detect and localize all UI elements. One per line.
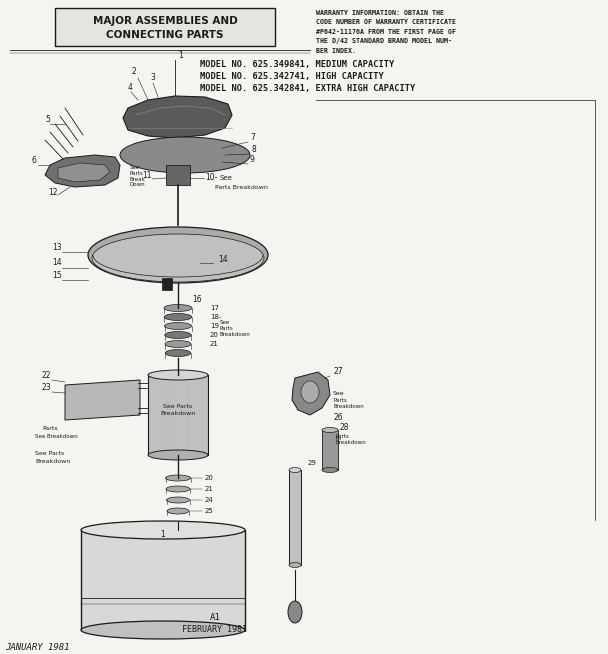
Ellipse shape: [166, 486, 190, 492]
Text: CONNECTING PARTS: CONNECTING PARTS: [106, 30, 224, 40]
Polygon shape: [58, 163, 110, 182]
Text: 14: 14: [218, 255, 227, 264]
Text: See Parts: See Parts: [35, 451, 64, 456]
Text: 20: 20: [205, 475, 214, 481]
Text: Breakdown: Breakdown: [35, 459, 71, 464]
Ellipse shape: [288, 601, 302, 623]
Text: #P642-11176A FROM THE FIRST PAGE OF: #P642-11176A FROM THE FIRST PAGE OF: [316, 29, 456, 35]
Text: THE D/42 STANDARD BRAND MODEL NUM-: THE D/42 STANDARD BRAND MODEL NUM-: [316, 39, 452, 44]
Text: BER INDEX.: BER INDEX.: [316, 48, 356, 54]
Ellipse shape: [322, 468, 338, 472]
Text: 11: 11: [142, 171, 151, 180]
Text: A1: A1: [210, 613, 220, 622]
Text: 21: 21: [205, 486, 214, 492]
Text: 16: 16: [192, 295, 202, 304]
Ellipse shape: [165, 349, 191, 356]
Text: 23: 23: [42, 383, 52, 392]
Text: Parts
Breakdown: Parts Breakdown: [335, 434, 366, 445]
Text: 17: 17: [210, 305, 219, 311]
Text: 22: 22: [42, 371, 52, 380]
Text: See
Parts
Break
Down: See Parts Break Down: [130, 165, 146, 188]
Bar: [55, 8, 275, 46]
Bar: [81, 530, 245, 630]
Ellipse shape: [92, 234, 264, 282]
Text: 21: 21: [210, 341, 219, 347]
Text: 4: 4: [128, 83, 133, 92]
Text: 9: 9: [250, 155, 255, 164]
Ellipse shape: [164, 305, 192, 311]
Ellipse shape: [165, 322, 192, 330]
Ellipse shape: [165, 341, 191, 347]
Ellipse shape: [167, 497, 190, 503]
Ellipse shape: [81, 621, 245, 639]
Text: 26: 26: [333, 413, 343, 422]
Ellipse shape: [301, 381, 319, 403]
Text: 15: 15: [52, 271, 61, 280]
Text: See Parts
Breakdown: See Parts Breakdown: [161, 404, 196, 415]
Bar: [322, 430, 338, 470]
Text: MODEL NO. 625.342841, EXTRA HIGH CAPACITY: MODEL NO. 625.342841, EXTRA HIGH CAPACIT…: [200, 84, 415, 93]
Polygon shape: [123, 96, 232, 138]
Ellipse shape: [165, 332, 192, 339]
Text: 25: 25: [205, 508, 214, 514]
Text: 5: 5: [45, 115, 50, 124]
Text: Parts Breakdown: Parts Breakdown: [215, 185, 268, 190]
Text: 24: 24: [205, 497, 214, 503]
Ellipse shape: [167, 508, 189, 514]
Text: CODE NUMBER OF WARRANTY CERTIFICATE: CODE NUMBER OF WARRANTY CERTIFICATE: [316, 20, 456, 26]
Text: 1: 1: [161, 530, 165, 539]
Bar: [289, 470, 301, 565]
Ellipse shape: [88, 227, 268, 283]
Text: MODEL NO. 625.342741, HIGH CAPACITY: MODEL NO. 625.342741, HIGH CAPACITY: [200, 72, 384, 81]
Text: Fo: Fo: [335, 436, 341, 441]
Text: 28: 28: [340, 423, 350, 432]
Text: See: See: [333, 391, 345, 396]
Text: 20: 20: [210, 332, 219, 338]
Ellipse shape: [148, 450, 208, 460]
Ellipse shape: [120, 137, 250, 173]
Ellipse shape: [164, 313, 192, 320]
Polygon shape: [45, 155, 120, 187]
Text: Parts
Breakdown: Parts Breakdown: [333, 398, 364, 409]
Text: 10-: 10-: [205, 173, 218, 182]
Text: 8: 8: [252, 145, 257, 154]
Text: 7: 7: [250, 133, 255, 142]
Bar: [162, 278, 172, 290]
Ellipse shape: [148, 370, 208, 380]
Ellipse shape: [322, 428, 338, 432]
Text: 27: 27: [333, 367, 343, 376]
Ellipse shape: [289, 468, 301, 472]
Text: 14: 14: [52, 258, 61, 267]
Text: 29: 29: [308, 460, 317, 466]
Text: 6: 6: [32, 156, 37, 165]
Text: MAJOR ASSEMBLIES AND: MAJOR ASSEMBLIES AND: [92, 16, 237, 26]
Polygon shape: [65, 380, 140, 420]
Text: 12: 12: [48, 188, 58, 197]
Text: JANUARY 1981: JANUARY 1981: [5, 643, 69, 652]
Ellipse shape: [81, 521, 245, 539]
Text: See
Parts
Breakdown: See Parts Breakdown: [220, 320, 250, 337]
Text: 18-: 18-: [210, 314, 221, 320]
Bar: [148, 375, 208, 455]
Polygon shape: [292, 372, 330, 415]
Text: WARRANTY INFORMATION: OBTAIN THE: WARRANTY INFORMATION: OBTAIN THE: [316, 10, 444, 16]
Text: 19: 19: [210, 323, 219, 329]
Bar: [166, 165, 190, 185]
Text: MODEL NO. 625.349841, MEDIUM CAPACITY: MODEL NO. 625.349841, MEDIUM CAPACITY: [200, 60, 394, 69]
Ellipse shape: [165, 475, 190, 481]
Text: 13: 13: [52, 243, 61, 252]
Text: 2: 2: [132, 67, 137, 76]
Text: Parts: Parts: [42, 426, 58, 431]
Text: 1: 1: [178, 51, 183, 60]
Text: See: See: [220, 175, 233, 181]
Text: 3: 3: [150, 73, 155, 82]
Ellipse shape: [289, 562, 301, 568]
Text: See Breakdown: See Breakdown: [35, 434, 78, 439]
Text: FEBRUARY 1981: FEBRUARY 1981: [182, 625, 247, 634]
